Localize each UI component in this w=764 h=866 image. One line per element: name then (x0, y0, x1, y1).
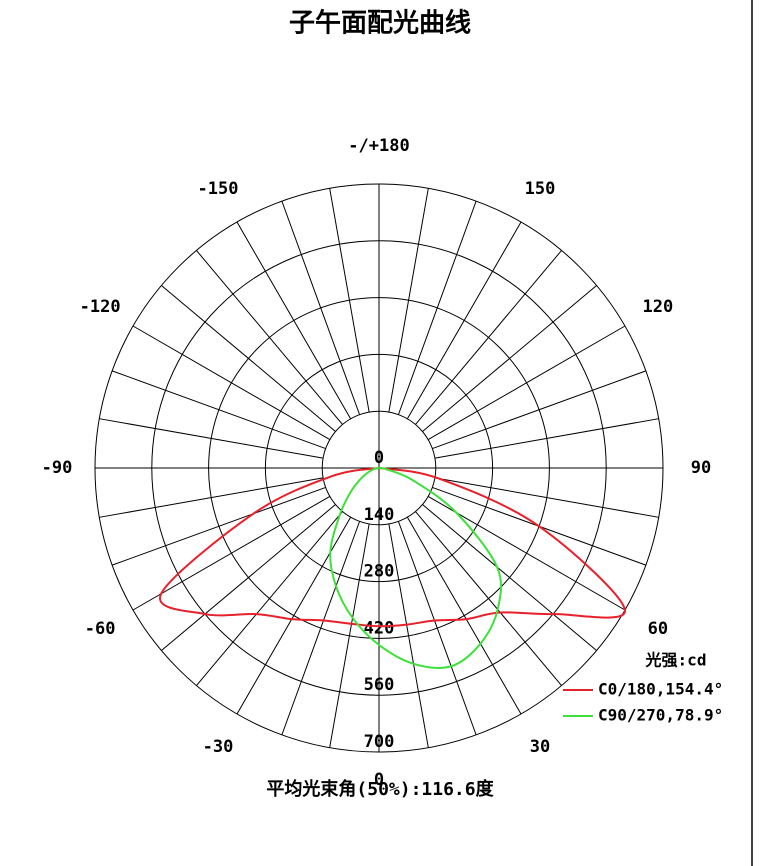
angle-tick-label: 0 (374, 770, 384, 790)
ring (208, 297, 550, 639)
angle-tick-label: -60 (85, 619, 116, 639)
angle-tick-label: -120 (80, 297, 121, 317)
series-curve (159, 467, 626, 628)
r-tick-label: 0 (374, 448, 384, 468)
r-tick-label: 280 (364, 562, 395, 582)
angle-tick-label: 90 (691, 458, 711, 478)
r-tick-label: 420 (364, 618, 395, 638)
legend-title: 光强:cd (645, 651, 707, 670)
angle-tick-label: 150 (525, 179, 556, 199)
angle-tick-label: 120 (643, 297, 674, 317)
chart-title: 子午面配光曲线 (289, 8, 471, 39)
angle-tick-label: -90 (42, 458, 73, 478)
annotation: 平均光束角(50%):116.6度 (266, 778, 494, 800)
angle-tick-label: -/+180 (348, 136, 409, 156)
legend-label: C90/270,78.9° (598, 706, 723, 725)
angle-tick-label: -150 (198, 179, 239, 199)
ring (151, 240, 607, 696)
ring (321, 410, 437, 526)
angle-tick-label: 60 (648, 619, 668, 639)
ring (94, 183, 664, 753)
series-curve (329, 467, 503, 669)
angle-tick-label: -30 (203, 737, 234, 757)
r-tick-label: 140 (364, 505, 395, 525)
legend-label: C0/180,154.4° (598, 680, 723, 699)
r-tick-label: 560 (364, 675, 395, 695)
r-tick-label: 700 (364, 732, 395, 752)
angle-tick-label: 30 (530, 737, 550, 757)
ring (264, 353, 494, 583)
